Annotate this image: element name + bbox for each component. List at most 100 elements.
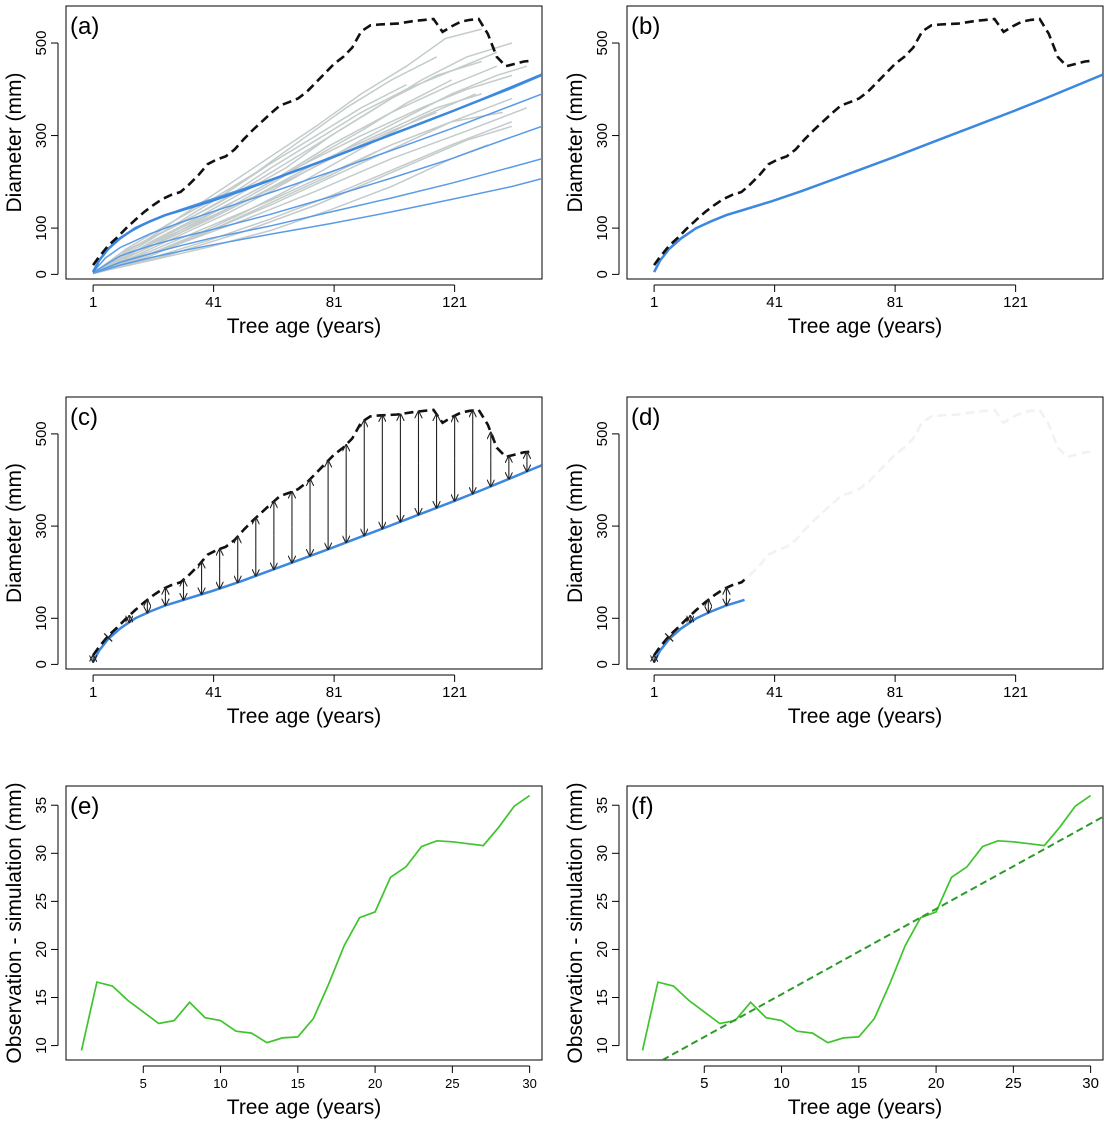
- x-axis-label: Tree age (years): [227, 315, 381, 338]
- x-tick-label: 41: [205, 294, 222, 311]
- x-tick-label: 20: [928, 1075, 945, 1092]
- x-tick-label: 25: [1005, 1075, 1022, 1092]
- observed-max-line: [92, 408, 534, 656]
- highlight-simulation-line: [91, 73, 542, 273]
- panel-b: 1 41 81 121 0 100 300 500 Tree age (years) Diamet…: [564, 5, 1104, 338]
- sample-tree-line: [92, 111, 437, 274]
- x-axis-label: Tree age (years): [788, 1096, 942, 1119]
- plot-area-c: [91, 408, 542, 663]
- y-tick-label: 300: [33, 514, 50, 539]
- y-tick-label: 100: [594, 216, 611, 241]
- x-tick-label: 30: [522, 1076, 536, 1091]
- panel-e: 5 10 15 20 25 30 10 15 20 25 30 35 Tree age (years) O…: [3, 782, 543, 1119]
- y-tick-label: 0: [33, 270, 50, 278]
- sample-tree-line: [92, 93, 482, 274]
- x-tick-label: 20: [368, 1076, 382, 1091]
- difference-arrow: [664, 632, 674, 642]
- y-axis-label: Observation - simulation (mm): [3, 782, 26, 1063]
- simulation-line: [652, 73, 1103, 273]
- x-tick-label: 81: [887, 684, 904, 701]
- sample-tree-line: [92, 51, 498, 274]
- y-tick-label: 20: [33, 941, 50, 958]
- y-tick-label: 300: [33, 123, 50, 148]
- y-tick-label: 500: [594, 31, 611, 56]
- y-axis-label: Diameter (mm): [564, 73, 587, 213]
- simulation-line: [92, 93, 542, 273]
- observed-max-line: [653, 578, 746, 656]
- x-tick-label: 81: [326, 684, 343, 701]
- x-tick-label: 121: [442, 684, 467, 701]
- plot-frame-e: [65, 785, 543, 1061]
- y-tick-label: 0: [33, 660, 50, 668]
- x-tick-label: 10: [773, 1075, 790, 1092]
- plot-frame-d: [626, 396, 1104, 670]
- plot-area-b: [652, 17, 1103, 273]
- x-tick-label: 1: [89, 294, 97, 311]
- x-tick-label: 15: [850, 1075, 867, 1092]
- x-tick-label: 30: [1082, 1075, 1099, 1092]
- y-tick-label: 20: [594, 941, 611, 958]
- panel-c: 1 41 81 121 0 100 300 500 Tree age (years) Diamet…: [3, 396, 543, 728]
- x-tick-label: 5: [140, 1076, 147, 1091]
- plot-area-e: [80, 794, 531, 1051]
- y-axis-label: Diameter (mm): [3, 73, 26, 213]
- y-tick-label: 15: [594, 989, 611, 1006]
- simulation-line: [92, 125, 542, 274]
- x-tick-label: 10: [213, 1076, 227, 1091]
- x-tick-label: 15: [291, 1076, 305, 1091]
- difference-arrow: [103, 632, 113, 642]
- x-tick-label: 121: [1003, 294, 1028, 311]
- y-tick-label: 35: [33, 797, 50, 814]
- x-axis-label: Tree age (years): [788, 315, 942, 338]
- panel-label: (f): [631, 793, 654, 820]
- x-tick-label: 25: [445, 1076, 459, 1091]
- y-tick-label: 100: [33, 606, 50, 631]
- sample-tree-line: [92, 60, 482, 274]
- plot-frame-f: [626, 785, 1104, 1061]
- y-tick-label: 35: [594, 797, 611, 814]
- y-axis-label: Diameter (mm): [564, 463, 587, 603]
- panel-label: (a): [70, 13, 99, 40]
- x-tick-label: 41: [205, 684, 222, 701]
- y-tick-label: 300: [594, 123, 611, 148]
- x-tick-label: 121: [442, 294, 467, 311]
- panel-d: 1 41 81 121 0 100 300 500 Tree age (years) Diamet…: [564, 396, 1104, 728]
- y-tick-label: 10: [594, 1037, 611, 1054]
- x-tick-label: 81: [326, 294, 343, 311]
- simulation-line: [92, 177, 542, 275]
- simulation-line: [652, 598, 745, 663]
- y-axis-label: Diameter (mm): [3, 463, 26, 603]
- x-tick-label: 41: [766, 684, 783, 701]
- y-tick-label: 25: [594, 893, 611, 910]
- faded-observed-line: [653, 408, 1095, 656]
- y-axis-label: Observation - simulation (mm): [564, 782, 587, 1063]
- simulation-line: [91, 464, 542, 663]
- plot-area-a: [91, 17, 542, 275]
- y-tick-label: 10: [33, 1037, 50, 1054]
- sample-tree-line: [92, 28, 482, 274]
- plot-area-f: [641, 794, 1103, 1060]
- y-tick-label: 30: [594, 845, 611, 862]
- residual-line: [641, 794, 1092, 1051]
- panel-label: (b): [631, 13, 660, 40]
- y-tick-label: 500: [594, 421, 611, 446]
- sample-tree-line: [92, 111, 503, 275]
- sample-tree-line: [92, 151, 377, 275]
- y-tick-label: 100: [33, 216, 50, 241]
- x-tick-label: 1: [650, 294, 658, 311]
- x-tick-label: 1: [650, 684, 658, 701]
- y-tick-label: 500: [33, 31, 50, 56]
- observed-max-line: [92, 17, 534, 266]
- x-axis-label: Tree age (years): [227, 705, 381, 728]
- y-tick-label: 500: [33, 421, 50, 446]
- panel-label: (e): [70, 793, 99, 820]
- y-tick-label: 25: [33, 893, 50, 910]
- residual-line: [80, 794, 531, 1051]
- panel-f: 5 10 15 20 25 30 10 15 20 25 30 35 Tree age (years) O…: [564, 782, 1104, 1119]
- trend-line: [662, 815, 1103, 1060]
- y-tick-label: 100: [594, 606, 611, 631]
- plot-frame-a: [65, 5, 543, 280]
- y-tick-label: 300: [594, 514, 611, 539]
- sample-tree-line: [92, 42, 513, 275]
- plot-area-d: [652, 408, 1095, 663]
